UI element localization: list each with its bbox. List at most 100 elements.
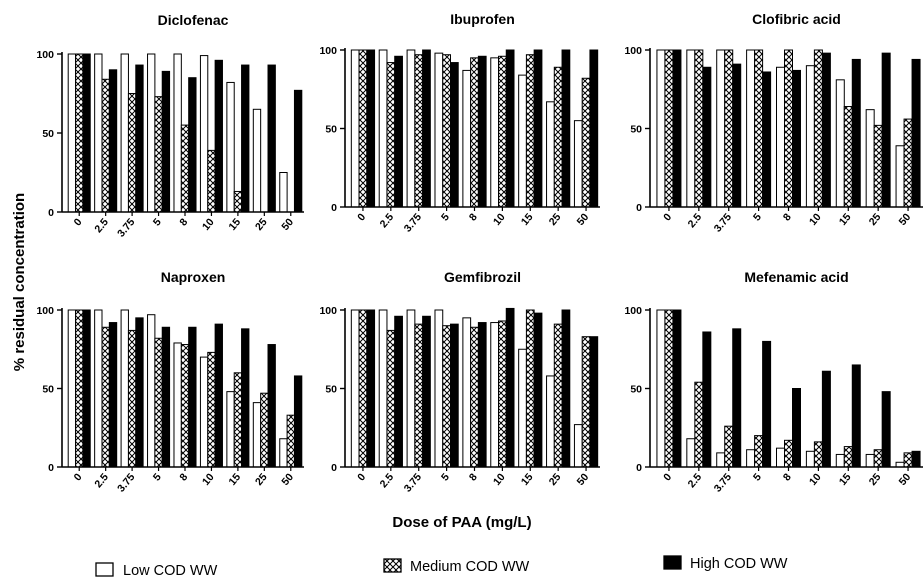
bar-medium-cod-ww-8 [180,124,190,213]
legend-label-low: Low COD WW [123,563,218,577]
bar-high-cod-ww-15 [533,49,543,208]
bar-medium-cod-ww-3.75 [127,329,137,468]
bar-low-cod-ww-15 [226,391,235,468]
panel-gemfibrozil: Gemfibrozil 0 50 100 0 2.5 3.75 5 8 10 15 25 50 [319,269,600,495]
bar-low-cod-ww-0 [67,53,77,213]
bar-low-cod-ww-3.75 [120,53,129,213]
x-tick-label: 0 [72,471,85,483]
bar-high-cod-ww-5 [762,71,772,208]
panel-diclofenac: Diclofenac 0 50 100 0 2.5 3.75 5 8 10 15 25 50 [36,12,304,240]
bar-medium-cod-ww-50 [286,414,295,468]
x-tick-label: 10 [200,216,217,233]
bar-medium-cod-ww-5 [154,337,163,468]
bar-high-cod-ww-25 [881,391,891,468]
x-tick-label: 25 [867,211,884,228]
x-tick-label: 3.75 [402,211,424,234]
bar-medium-cod-ww-50 [903,452,913,468]
bar-medium-cod-ww-15 [843,106,853,208]
bar-high-cod-ww-2.5 [108,322,118,468]
x-tick-label: 2.5 [92,471,111,490]
bar-low-cod-ww-8 [462,69,472,208]
bar-low-cod-ww-5 [434,52,444,208]
bar-medium-cod-ww-0 [664,309,674,468]
bar-medium-cod-ww-10 [207,351,216,468]
bar-low-cod-ww-10 [490,322,500,468]
x-tick-label: 50 [575,471,592,488]
bar-medium-cod-ww-8 [784,49,793,208]
x-tick-label: 8 [467,471,480,483]
bar-medium-cod-ww-10 [207,149,216,213]
bar-high-cod-ww-3.75 [732,63,742,208]
bar-medium-cod-ww-0 [358,309,368,468]
bar-high-cod-ww-8 [477,322,487,468]
panel-title: Diclofenac [158,12,229,28]
bar-medium-cod-ww-2.5 [101,326,110,468]
bar-low-cod-ww-0 [656,309,666,468]
legend-label-medium: Medium COD WW [410,559,530,575]
bar-low-cod-ww-15 [835,453,845,468]
bar-high-cod-ww-15 [851,58,861,208]
y-tick-label: 50 [630,124,642,136]
y-axis-title: % residual concentration [11,193,28,371]
bar-medium-cod-ww-2.5 [694,49,704,208]
x-tick-label: 50 [897,211,914,228]
bar-high-cod-ww-50 [589,49,599,208]
x-tick-label: 10 [807,211,824,228]
bar-low-cod-ww-8 [173,53,182,213]
bar-low-cod-ww-50 [573,424,583,468]
y-tick-label: 50 [42,128,54,140]
bar-high-cod-ww-0 [82,309,91,468]
panel-title: Gemfibrozil [444,269,521,285]
x-tick-label: 0 [72,216,85,228]
legend-swatch-medium [383,558,402,573]
bar-medium-cod-ww-10 [813,49,823,208]
x-tick-label: 10 [491,471,508,488]
x-tick-label: 3.75 [115,216,137,239]
bar-high-cod-ww-50 [911,58,921,208]
bar-high-cod-ww-5 [161,326,171,468]
bar-low-cod-ww-3.75 [716,452,726,468]
bar-low-cod-ww-15 [518,74,527,208]
bar-high-cod-ww-5 [762,340,772,468]
panel-title: Clofibric acid [752,11,841,27]
bar-high-cod-ww-5 [449,62,459,208]
panel-ibuprofen: Ibuprofen 0 50 100 0 2.5 3.75 5 8 10 15 25 50 [319,11,600,235]
bar-high-cod-ww-25 [561,309,571,468]
panel-title: Mefenamic acid [744,269,848,285]
y-tick-label: 100 [36,305,54,317]
bar-low-cod-ww-0 [656,49,666,208]
bar-medium-cod-ww-0 [75,53,84,213]
x-tick-label: 8 [781,211,794,223]
x-tick-label: 10 [807,471,824,488]
bar-high-cod-ww-50 [293,375,303,468]
bar-low-cod-ww-8 [462,317,472,468]
bar-low-cod-ww-10 [199,356,209,468]
x-tick-label: 0 [661,211,674,223]
bar-low-cod-ww-10 [199,55,209,213]
x-tick-label: 5 [751,211,764,223]
bar-medium-cod-ww-2.5 [101,78,110,213]
x-tick-label: 2.5 [686,471,705,490]
bar-high-cod-ww-10 [214,59,223,213]
bar-medium-cod-ww-5 [154,96,163,213]
bar-high-cod-ww-2.5 [394,315,403,468]
bar-high-cod-ww-2.5 [702,66,712,208]
bar-medium-cod-ww-2.5 [694,381,704,468]
bar-high-cod-ww-10 [505,49,515,208]
bar-high-cod-ww-8 [792,69,801,208]
x-tick-label: 0 [355,211,368,223]
bar-high-cod-ww-25 [267,64,276,213]
bar-medium-cod-ww-0 [358,49,368,208]
panel-naproxen: Naproxen 0 50 100 0 2.5 3.75 5 8 10 15 25 50 [36,269,304,495]
panel-title: Ibuprofen [450,11,515,27]
x-tick-label: 50 [897,471,914,488]
bar-high-cod-ww-5 [449,323,459,468]
bar-medium-cod-ww-50 [581,336,591,468]
bar-high-cod-ww-50 [589,336,599,468]
bar-high-cod-ww-8 [792,388,801,468]
y-tick-label: 0 [636,462,642,474]
bar-high-cod-ww-3.75 [135,64,144,213]
x-tick-label: 50 [279,216,296,233]
